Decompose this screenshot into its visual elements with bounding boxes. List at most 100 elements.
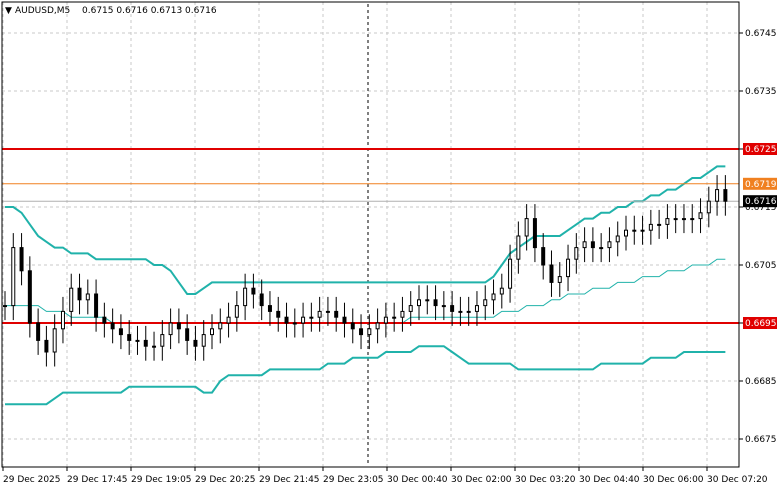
candle [715,175,720,216]
candle-body [425,299,430,302]
candle-body [44,339,49,353]
candle-body [77,287,82,301]
candle [69,273,74,326]
candle [698,198,703,234]
candle-body [566,258,571,278]
price-tags: 0.6725 0.6719 0.6695 0.6716 [743,143,777,329]
candle-body [532,218,537,249]
candle [441,291,446,321]
candle-body [574,247,579,260]
candle [681,204,686,234]
candle-body [94,293,99,318]
candle-body [466,310,471,313]
candle [392,302,397,332]
plot-frame [1,1,740,468]
candle-body [11,247,16,307]
lower-band-line [5,345,726,406]
symbol-label: AUDUSD,M5 [15,6,70,16]
y-tick-label: 0.6745 [745,29,777,39]
x-tick-label: 29 Dec 23:05 [323,475,384,485]
level-tag [743,143,777,155]
candle-body [52,328,57,353]
candle [36,308,41,355]
candle [359,314,364,350]
candle-body [309,316,314,319]
candle [706,186,711,228]
candle [110,308,115,344]
candle-body [433,299,438,307]
candle-body [193,339,198,347]
candle-body [582,241,587,249]
candle-body [127,334,132,341]
x-tick-label: 29 Dec 20:25 [195,475,256,485]
candle-body [301,316,306,324]
x-tick-label: 29 Dec 17:45 [67,475,128,485]
candle-body [690,218,695,221]
candle [632,215,637,245]
candle-body [334,310,339,318]
candle [259,279,264,321]
candle [201,320,206,361]
candle [433,285,438,321]
horizontal-levels[interactable] [2,148,739,324]
candle-body [698,212,703,220]
time-axis[interactable]: 29 Dec 2025 29 Dec 17:45 29 Dec 19:05 29 De… [2,467,768,485]
x-tick-label: 30 Dec 03:20 [515,475,576,485]
candle-body [226,316,231,324]
candle-body [234,305,239,318]
y-tick-label: 0.6675 [745,435,777,445]
candle [135,325,140,355]
candle [284,302,289,338]
candle-body [325,310,330,313]
candle-body [648,223,653,231]
candle-body [615,235,620,243]
candle [185,314,190,355]
candle [723,175,728,216]
candle [549,250,554,297]
candle [94,279,99,332]
candle-body [251,287,256,295]
candle [160,320,165,361]
candle-body [375,322,380,330]
candle-body [590,241,595,249]
candle-body [474,305,479,312]
candle [52,314,57,367]
candle-body [284,316,289,324]
candle [640,215,645,245]
candle [524,204,529,251]
candle-body [408,305,413,312]
candle-body [524,218,529,237]
candle-body [723,189,728,202]
candle [193,325,198,361]
candle [499,273,504,309]
x-tick-label: 30 Dec 02:00 [451,475,512,485]
candle-body [176,322,181,330]
candle-body [143,339,148,347]
candle-body [681,218,686,221]
candle-body [36,322,41,341]
candle [624,215,628,251]
y-tick-label: 0.6715 [745,203,777,213]
candle [582,227,587,263]
y-tick-label: 0.6685 [745,377,777,387]
candle-body [259,293,264,307]
candle [673,204,678,234]
candle [176,308,181,344]
candle-body [292,322,297,325]
candle-body [657,223,662,226]
candle-body [607,241,612,249]
candle-body [3,305,7,308]
candle [127,320,132,355]
x-tick-label: 30 Dec 00:40 [387,475,448,485]
candle-body [168,322,173,336]
candle-body [243,287,248,307]
candle [450,291,455,326]
candle-body [85,293,90,301]
candle [458,296,463,326]
candle-body [160,334,165,347]
candle-body [102,316,107,324]
candle-body [367,328,372,336]
